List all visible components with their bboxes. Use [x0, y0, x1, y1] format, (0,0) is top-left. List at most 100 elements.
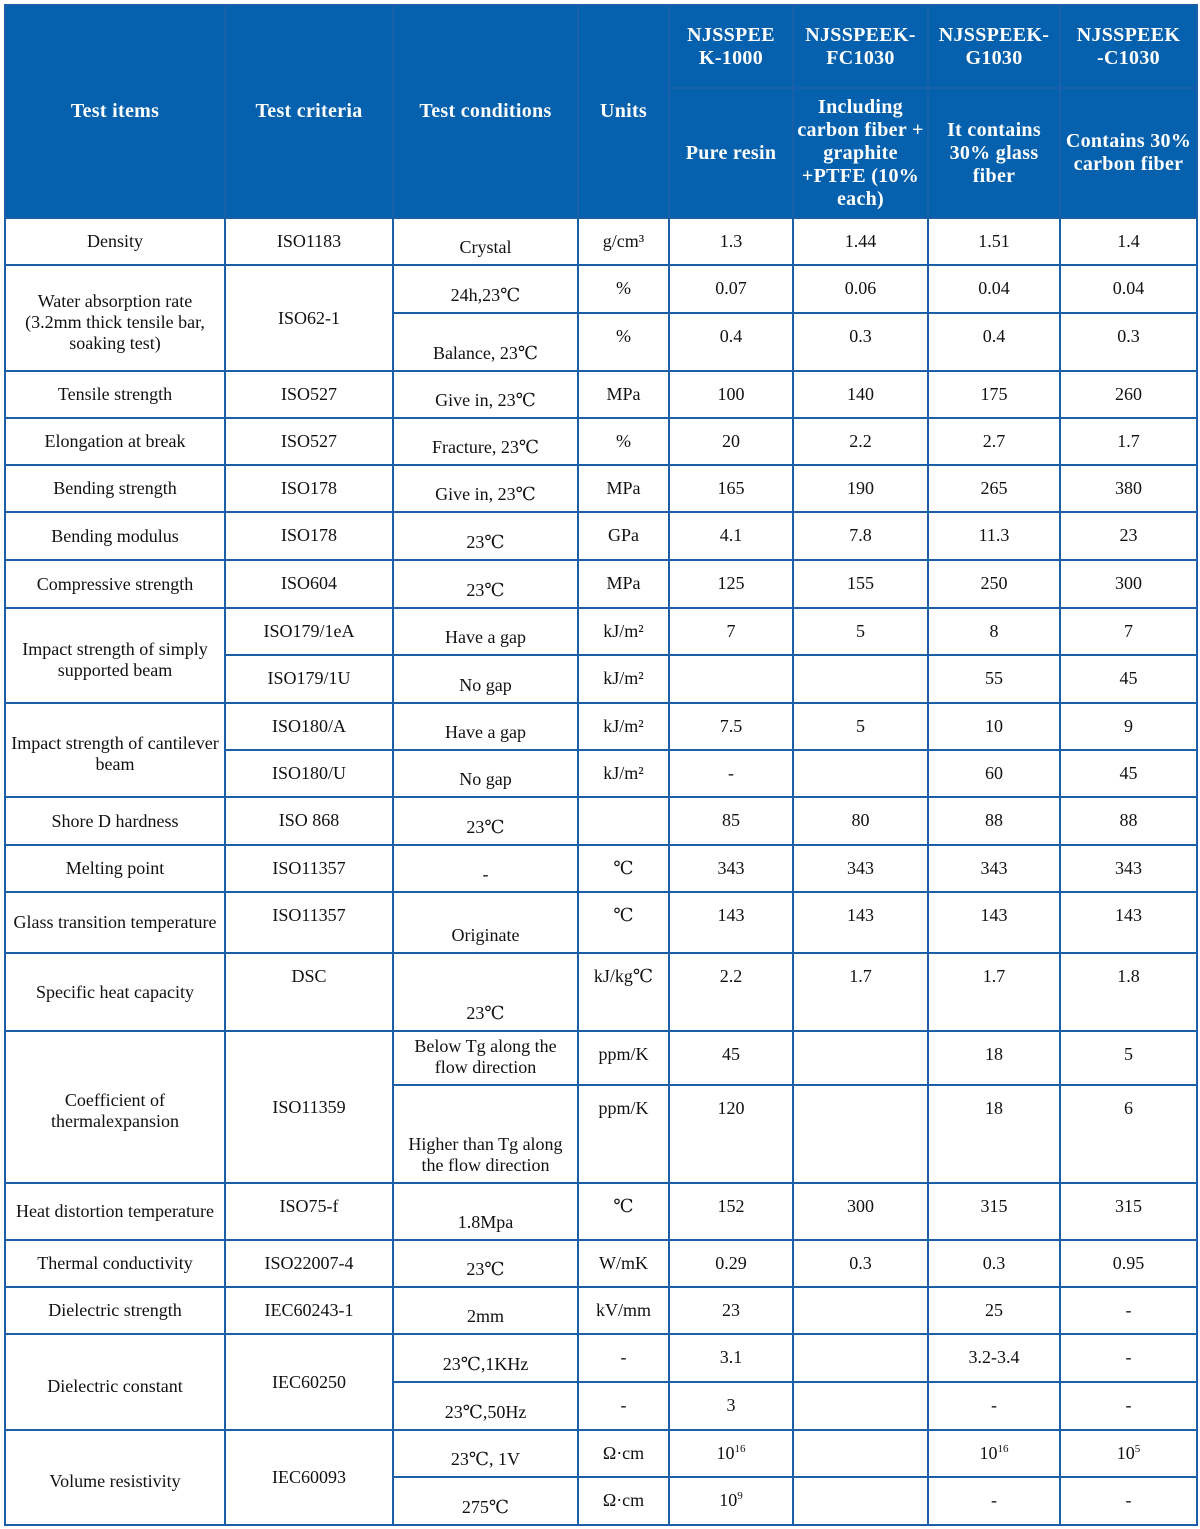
value-fc1030-cell — [792, 1429, 929, 1478]
cell-text: 18 — [985, 1044, 1003, 1064]
table-row: 275℃ Ω·cm 109 - - — [5, 1476, 1198, 1526]
value-1000-cell: 125 — [668, 559, 794, 609]
cell-text: ISO527 — [280, 431, 337, 451]
value-g1030-cell: 8 — [927, 607, 1061, 656]
cell-text: ISO11357 — [272, 858, 346, 878]
table-row: Coefficient of thermalexpansion ISO11359 B… — [4, 1030, 1198, 1184]
test-condition-cell: Originate — [392, 891, 579, 954]
cell-text: - — [728, 763, 734, 783]
cell-text: 0.06 — [844, 278, 877, 298]
value-fc1030-cell — [792, 654, 929, 704]
exponent: 9 — [737, 1490, 743, 1502]
cell-text: 250 — [980, 573, 1008, 593]
table-row: 23℃,50Hz - 3 - - — [5, 1381, 1198, 1431]
cell-text: Fracture, 23℃ — [431, 437, 540, 457]
value-g1030-cell: 175 — [927, 370, 1061, 419]
cell-text: 0.07 — [715, 278, 747, 298]
cell-text: - — [620, 1347, 627, 1367]
cell-text: 143 — [847, 905, 874, 925]
cell-text: 23℃, 1V — [450, 1449, 521, 1469]
value-fc1030-cell: 143 — [792, 891, 929, 954]
value-1000-cell: 2.2 — [668, 952, 794, 1032]
value-g1030-cell: 1016 — [927, 1429, 1061, 1478]
header-product-desc: Contains 30% carbon fiber — [1059, 87, 1198, 219]
test-criteria-cell: ISO11357 — [224, 891, 394, 954]
cell-text: ISO11357 — [272, 905, 346, 925]
table-row: Impact strength of simply supported beam… — [4, 607, 1198, 704]
value-1000-cell: 45 — [668, 1030, 794, 1086]
test-condition-cell: 23℃ — [392, 1239, 579, 1288]
cell-text: ISO179/1eA — [263, 621, 355, 641]
value-fc1030-cell — [792, 1381, 929, 1431]
cell-text: 2.7 — [982, 431, 1006, 451]
cell-text: 125 — [717, 573, 745, 593]
cell-text: 24h,23℃ — [450, 285, 521, 305]
cell-text: Heat distortion temperature — [16, 1201, 214, 1221]
value-fc1030-cell: 155 — [792, 559, 929, 609]
value-g1030-cell: 18 — [927, 1084, 1061, 1184]
cell-text: 23 — [722, 1300, 740, 1320]
unit-cell: - — [577, 1333, 670, 1383]
cell-text: ISO180/A — [271, 716, 346, 736]
table-row: Tensile strength ISO527 Give in, 23℃ MPa 100… — [4, 370, 1198, 419]
test-criteria-cell: ISO178 — [224, 464, 394, 513]
table-row: Bending strength ISO178 Give in, 23℃ MPa 165… — [4, 464, 1198, 513]
cell-text: 0.04 — [1112, 278, 1145, 298]
cell-text: 4.1 — [719, 525, 743, 545]
cell-text: 1.4 — [1117, 231, 1140, 251]
value-fc1030-cell: 140 — [792, 370, 929, 419]
test-item-cell: Shore D hardness — [4, 796, 226, 846]
properties-table: Test items Test criteria Test conditions… — [4, 4, 1198, 1526]
cell-text: Coefficient of thermalexpansion — [51, 1090, 179, 1131]
cell-text: 315 — [1115, 1196, 1142, 1216]
test-condition-cell: 23℃ — [392, 511, 579, 561]
value-fc1030-cell: 2.2 — [792, 417, 929, 466]
test-condition-cell: 23℃ — [392, 796, 579, 846]
test-item-cell: Density — [4, 217, 226, 266]
test-item-cell: Impact strength of cantilever beam — [4, 702, 226, 798]
table-row: Elongation at break ISO527 Fracture, 23℃% 2… — [4, 417, 1198, 466]
cell-text: Have a gap — [445, 722, 526, 742]
cell-text: 3.1 — [719, 1347, 743, 1367]
value-g1030-cell: 3.2-3.4 — [927, 1333, 1061, 1383]
cell-text: 165 — [717, 478, 745, 498]
value-c1030-cell: 5 — [1059, 1030, 1198, 1086]
value-c1030-cell: 45 — [1059, 749, 1198, 798]
table-row: Balance, 23℃% 0.4 0.3 0.4 0.3 — [5, 312, 1198, 372]
header-product-name: NJSSPEEK -C1030 — [1059, 4, 1198, 89]
cell-text: 1.44 — [844, 231, 877, 251]
test-criteria-cell: ISO75-f — [224, 1182, 394, 1241]
value-c1030-cell: 343 — [1059, 844, 1198, 893]
cell-text: 88 — [985, 810, 1003, 830]
cell-text: - — [991, 1490, 997, 1510]
test-item-cell: Elongation at break — [4, 417, 226, 466]
value-c1030-cell: 300 — [1059, 559, 1198, 609]
unit-cell: kJ/kg℃ — [577, 952, 670, 1032]
value-c1030-cell: 88 — [1059, 796, 1198, 846]
value-c1030-cell: 0.3 — [1059, 312, 1198, 372]
table-row: Heat distortion temperature ISO75-f 1.8Mpa… — [4, 1182, 1198, 1241]
cell-text: Dielectric strength — [48, 1300, 182, 1320]
cell-text: 9 — [1124, 716, 1133, 736]
header-product-desc: Including carbon fiber + graphite +PTFE … — [792, 87, 929, 219]
header-test-criteria: Test criteria — [224, 4, 394, 219]
cell-text: ℃ — [613, 905, 634, 925]
cell-text: Glass transition temperature — [13, 912, 217, 932]
value-g1030-cell: 1.7 — [927, 952, 1061, 1032]
value-c1030-cell: 23 — [1059, 511, 1198, 561]
value-1000-cell: 0.07 — [668, 264, 794, 314]
cell-text: ISO180/U — [271, 763, 346, 783]
cell-text: GPa — [608, 525, 639, 545]
test-criteria-cell: ISO178 — [224, 511, 394, 561]
table-row: Density ISO1183 Crystal g/cm³ 1.3 1.44 1.51 1.4 — [4, 217, 1198, 266]
cell-text: 20 — [722, 431, 740, 451]
test-condition-cell: 23℃ — [392, 559, 579, 609]
cell-text: % — [616, 326, 631, 346]
table-row: ISO180/U No gap kJ/m² - 60 45 — [5, 749, 1198, 798]
cell-text: Have a gap — [445, 627, 526, 647]
unit-cell: W/mK — [577, 1239, 670, 1288]
cell-text: 140 — [847, 384, 874, 404]
value-g1030-cell: 11.3 — [927, 511, 1061, 561]
test-condition-cell: Higher than Tg along the flow direction — [392, 1084, 579, 1184]
cell-text: 143 — [717, 905, 745, 925]
